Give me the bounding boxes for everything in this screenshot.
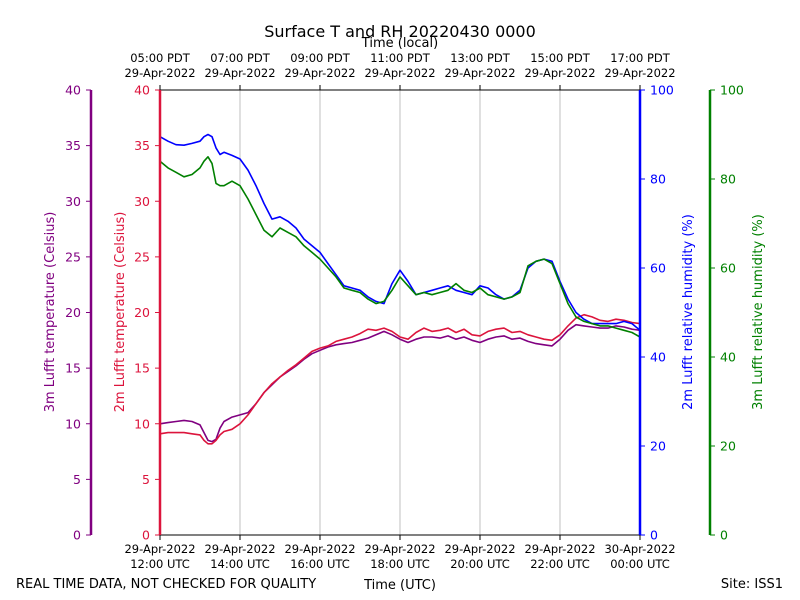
series-line-rh3m bbox=[159, 156, 641, 338]
bottom-tick-label-date-5: 29-Apr-2022 bbox=[524, 542, 595, 556]
series-line-t3m bbox=[159, 323, 641, 443]
site-label: Site: ISS1 bbox=[721, 577, 783, 592]
axis-ticks: 0 5 10 15 20 25 30 35 40 0 5 10 15 20 25 30 35 40 0 20 40 60 8… bbox=[65, 51, 744, 571]
bottom-tick-label-time-1: 14:00 UTC bbox=[210, 557, 270, 571]
top-tick-label-time-0: 05:00 PDT bbox=[130, 51, 191, 65]
t2m-tick-label-8: 40 bbox=[134, 83, 150, 98]
bottom-tick-label-time-2: 16:00 UTC bbox=[290, 557, 350, 571]
t3m-tick-label-0: 0 bbox=[73, 528, 81, 543]
bottom-tick-label-time-6: 00:00 UTC bbox=[610, 557, 670, 571]
rh3m-tick-label-2: 40 bbox=[720, 350, 736, 365]
top-tick-label-time-2: 09:00 PDT bbox=[290, 51, 351, 65]
t3m-tick-label-3: 15 bbox=[65, 361, 81, 376]
t3m-tick-label-4: 20 bbox=[65, 305, 81, 320]
rh2m-axis-title: 2m Lufft relative humidity (%) bbox=[681, 214, 696, 410]
bottom-tick-label-date-1: 29-Apr-2022 bbox=[204, 542, 275, 556]
t2m-axis-title: 2m Lufft temperature (Celsius) bbox=[113, 212, 128, 413]
t2m-tick-label-1: 5 bbox=[142, 472, 150, 487]
t2m-tick-label-4: 20 bbox=[134, 305, 150, 320]
t3m-tick-label-2: 10 bbox=[65, 416, 81, 431]
t2m-tick-label-3: 15 bbox=[134, 361, 150, 376]
t3m-tick-label-1: 5 bbox=[73, 472, 81, 487]
top-tick-label-time-5: 15:00 PDT bbox=[530, 51, 591, 65]
t2m-tick-label-7: 35 bbox=[134, 138, 150, 153]
bottom-tick-label-time-3: 18:00 UTC bbox=[370, 557, 430, 571]
top-tick-label-time-3: 11:00 PDT bbox=[370, 51, 431, 65]
plot-frame bbox=[89, 89, 712, 536]
bottom-axis-label: Time (UTC) bbox=[363, 578, 436, 593]
t2m-tick-label-5: 25 bbox=[134, 249, 150, 264]
rh2m-tick-label-5: 100 bbox=[650, 83, 674, 98]
chart-title: Surface T and RH 20220430 0000 bbox=[264, 22, 536, 41]
bottom-tick-label-time-5: 22:00 UTC bbox=[530, 557, 590, 571]
series-line-rh2m bbox=[159, 133, 641, 331]
t3m-axis-title: 3m Lufft temperature (Celsius) bbox=[43, 212, 58, 413]
gridlines bbox=[239, 90, 561, 535]
rh3m-axis-title: 3m Lufft relative humidity (%) bbox=[751, 214, 766, 410]
t2m-tick-label-2: 10 bbox=[134, 416, 150, 431]
rh2m-tick-label-2: 40 bbox=[650, 350, 666, 365]
quality-disclaimer: REAL TIME DATA, NOT CHECKED FOR QUALITY bbox=[16, 577, 316, 592]
t2m-tick-label-0: 0 bbox=[142, 528, 150, 543]
rh2m-tick-label-0: 0 bbox=[650, 528, 658, 543]
bottom-tick-label-date-3: 29-Apr-2022 bbox=[364, 542, 435, 556]
rh3m-tick-label-4: 80 bbox=[720, 172, 736, 187]
top-tick-label-date-0: 29-Apr-2022 bbox=[124, 66, 195, 80]
rh2m-tick-label-4: 80 bbox=[650, 172, 666, 187]
top-tick-label-date-5: 29-Apr-2022 bbox=[524, 66, 595, 80]
series-line-t2m bbox=[159, 313, 641, 445]
series-lines bbox=[159, 133, 641, 445]
rh3m-tick-label-5: 100 bbox=[720, 83, 744, 98]
bottom-tick-label-time-0: 12:00 UTC bbox=[130, 557, 190, 571]
t3m-tick-label-5: 25 bbox=[65, 249, 81, 264]
top-tick-label-time-4: 13:00 PDT bbox=[450, 51, 511, 65]
rh2m-tick-label-1: 20 bbox=[650, 439, 666, 454]
bottom-tick-label-date-4: 29-Apr-2022 bbox=[444, 542, 515, 556]
rh3m-tick-label-0: 0 bbox=[720, 528, 728, 543]
rh3m-tick-label-3: 60 bbox=[720, 261, 736, 276]
top-tick-label-date-1: 29-Apr-2022 bbox=[204, 66, 275, 80]
bottom-tick-label-date-2: 29-Apr-2022 bbox=[284, 542, 355, 556]
t2m-tick-label-6: 30 bbox=[134, 194, 150, 209]
rh3m-tick-label-1: 20 bbox=[720, 439, 736, 454]
top-tick-label-date-6: 29-Apr-2022 bbox=[604, 66, 675, 80]
top-tick-label-date-4: 29-Apr-2022 bbox=[444, 66, 515, 80]
top-tick-label-time-6: 17:00 PDT bbox=[610, 51, 671, 65]
bottom-tick-label-time-4: 20:00 UTC bbox=[450, 557, 510, 571]
t3m-tick-label-7: 35 bbox=[65, 138, 81, 153]
t3m-tick-label-6: 30 bbox=[65, 194, 81, 209]
top-tick-label-time-1: 07:00 PDT bbox=[210, 51, 271, 65]
bottom-tick-label-date-0: 29-Apr-2022 bbox=[124, 542, 195, 556]
bottom-tick-label-date-6: 30-Apr-2022 bbox=[604, 542, 675, 556]
top-tick-label-date-3: 29-Apr-2022 bbox=[364, 66, 435, 80]
t3m-tick-label-8: 40 bbox=[65, 83, 81, 98]
rh2m-tick-label-3: 60 bbox=[650, 261, 666, 276]
top-axis-label: Time (local) bbox=[361, 36, 438, 51]
top-tick-label-date-2: 29-Apr-2022 bbox=[284, 66, 355, 80]
